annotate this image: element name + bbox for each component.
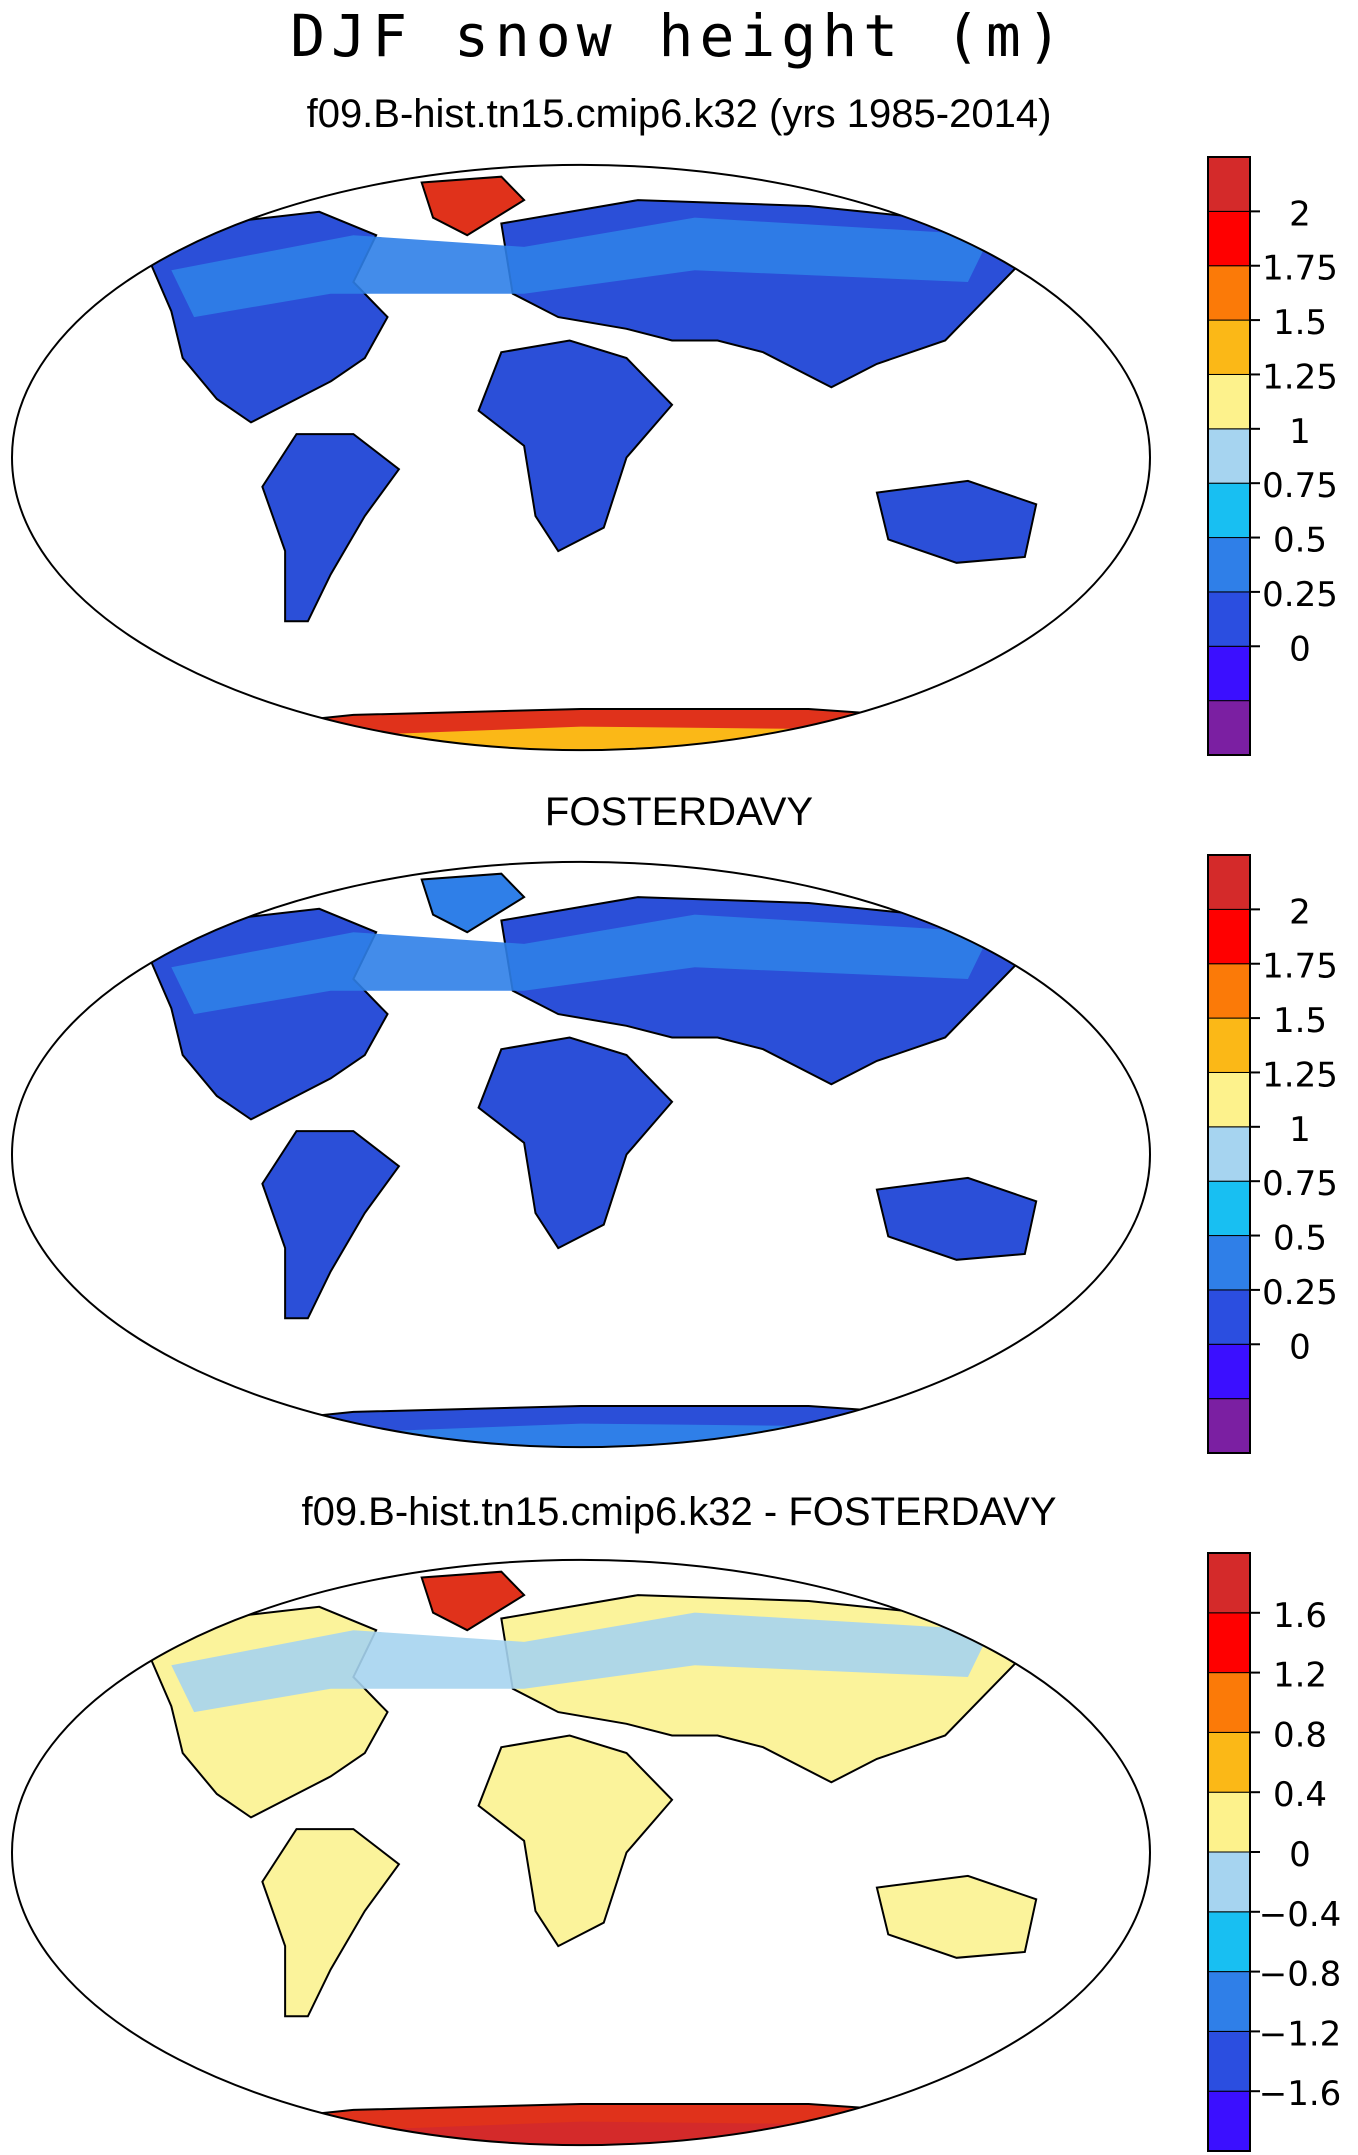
colorbar-tick-label: −1.6 xyxy=(1259,2074,1342,2114)
region-north-high xyxy=(171,914,991,1015)
region-north-high xyxy=(171,217,991,318)
colorbar-swatch xyxy=(1207,963,1251,1019)
colorbar-swatch xyxy=(1207,1552,1251,1614)
region-australia xyxy=(875,479,1038,564)
colorbar-tick-label: 0.25 xyxy=(1262,1273,1338,1313)
colorbar-tick-label: 0.5 xyxy=(1273,1219,1327,1259)
region-north-high xyxy=(171,1612,991,1713)
colorbar-swatch xyxy=(1207,1343,1251,1400)
colorbar-tick-label: 1.25 xyxy=(1262,357,1338,397)
colorbar-swatch xyxy=(1207,1911,1251,1973)
colorbar-swatch xyxy=(1207,1289,1251,1345)
colorbar-swatch xyxy=(1207,2090,1251,2152)
colorbar-tick-label: 0 xyxy=(1289,1327,1311,1367)
region-southAmerica xyxy=(261,1828,401,2018)
colorbar-swatch xyxy=(1207,428,1251,484)
map-outline xyxy=(10,1559,1152,2146)
colorbar-tick-label: −0.8 xyxy=(1259,1955,1342,1995)
colorbar-model: 2 1.75 1.5 1.25 1 0.75 0.5 0.25 0 xyxy=(1207,156,1338,756)
colorbar-swatch xyxy=(1207,1731,1251,1793)
colorbar-tick-label: 0.75 xyxy=(1262,466,1338,506)
colorbar-tick-label: 0.25 xyxy=(1262,575,1338,615)
region-australia xyxy=(875,1874,1038,1959)
colorbar-swatch xyxy=(1207,2030,1251,2092)
region-greenland xyxy=(420,1570,526,1632)
colorbar-swatch xyxy=(1207,1398,1251,1454)
colorbar-tick-label: 1 xyxy=(1289,1110,1311,1150)
map-panel-model xyxy=(10,164,1152,751)
region-southAmerica xyxy=(261,1130,401,1320)
colorbar-tick-label: 1.2 xyxy=(1273,1656,1327,1696)
colorbar-tick-label: 2 xyxy=(1289,194,1311,234)
colorbar-swatch xyxy=(1207,156,1251,212)
region-africa xyxy=(477,1734,674,1948)
colorbar-tick-label: 0.75 xyxy=(1262,1164,1338,1204)
colorbar-swatch xyxy=(1207,1851,1251,1913)
colorbar-swatch xyxy=(1207,265,1251,321)
colorbar-swatch xyxy=(1207,1791,1251,1853)
region-australia xyxy=(875,1176,1038,1261)
colorbar-swatch xyxy=(1207,1126,1251,1182)
colorbar-swatch xyxy=(1207,854,1251,910)
colorbar-tick-label: 0.5 xyxy=(1273,521,1327,561)
colorbar-tick-label: 1.75 xyxy=(1262,249,1338,289)
colorbar-swatch xyxy=(1207,1971,1251,2032)
region-africa xyxy=(477,1036,674,1250)
map-outline xyxy=(10,164,1152,751)
colorbar-swatch xyxy=(1207,319,1251,375)
colorbar-tick-label: 0.4 xyxy=(1273,1775,1327,1815)
colorbar-swatch xyxy=(1207,373,1251,430)
map-outline xyxy=(10,861,1152,1448)
colorbar-tick-label: 1 xyxy=(1289,412,1311,452)
colorbar-tick-label: −1.2 xyxy=(1259,2014,1342,2054)
colorbar-swatch xyxy=(1207,1071,1251,1128)
figure-title: DJF snow height (m) xyxy=(290,2,1068,70)
colorbar-tick-label: 0 xyxy=(1289,629,1311,669)
region-southAmerica xyxy=(261,433,401,623)
colorbar-tick-label: 1.75 xyxy=(1262,947,1338,987)
colorbar-tick-label: 0 xyxy=(1289,1835,1311,1875)
colorbar-swatch xyxy=(1207,1235,1251,1291)
colorbar-obs: 2 1.75 1.5 1.25 1 0.75 0.5 0.25 0 xyxy=(1207,854,1338,1454)
colorbar-tick-label: 2 xyxy=(1289,892,1311,932)
map-panel-obs xyxy=(10,861,1152,1448)
colorbar-tick-label: 1.25 xyxy=(1262,1055,1338,1095)
colorbar-swatch xyxy=(1207,1612,1251,1674)
colorbar-diff: 1.6 1.2 0.8 0.4 0 −0.4 −0.8 −1.2 −1.6 xyxy=(1207,1552,1342,2152)
colorbar-swatch xyxy=(1207,482,1251,539)
colorbar-swatch xyxy=(1207,1017,1251,1073)
colorbar-swatch xyxy=(1207,591,1251,647)
colorbar-tick-label: 0.8 xyxy=(1273,1715,1327,1755)
colorbar-swatch xyxy=(1207,645,1251,702)
panel-title-obs: FOSTERDAVY xyxy=(544,790,814,834)
colorbar-swatch xyxy=(1207,1180,1251,1237)
colorbar-tick-label: 1.6 xyxy=(1273,1596,1327,1636)
panel-title-model: f09.B-hist.tn15.cmip6.k32 (yrs 1985-2014… xyxy=(306,92,1052,136)
colorbar-tick-label: −0.4 xyxy=(1259,1895,1342,1935)
region-greenland xyxy=(420,175,526,237)
colorbar-tick-label: 1.5 xyxy=(1273,1001,1327,1041)
panel-title-diff: f09.B-hist.tn15.cmip6.k32 - FOSTERDAVY xyxy=(301,1490,1057,1534)
region-greenland xyxy=(420,872,526,934)
colorbar-swatch xyxy=(1207,210,1251,267)
colorbar-swatch xyxy=(1207,700,1251,756)
colorbar-swatch xyxy=(1207,537,1251,593)
colorbar-swatch xyxy=(1207,908,1251,965)
colorbar-tick-label: 1.5 xyxy=(1273,303,1327,343)
map-panel-diff xyxy=(10,1559,1152,2146)
region-africa xyxy=(477,339,674,553)
colorbar-swatch xyxy=(1207,1672,1251,1733)
